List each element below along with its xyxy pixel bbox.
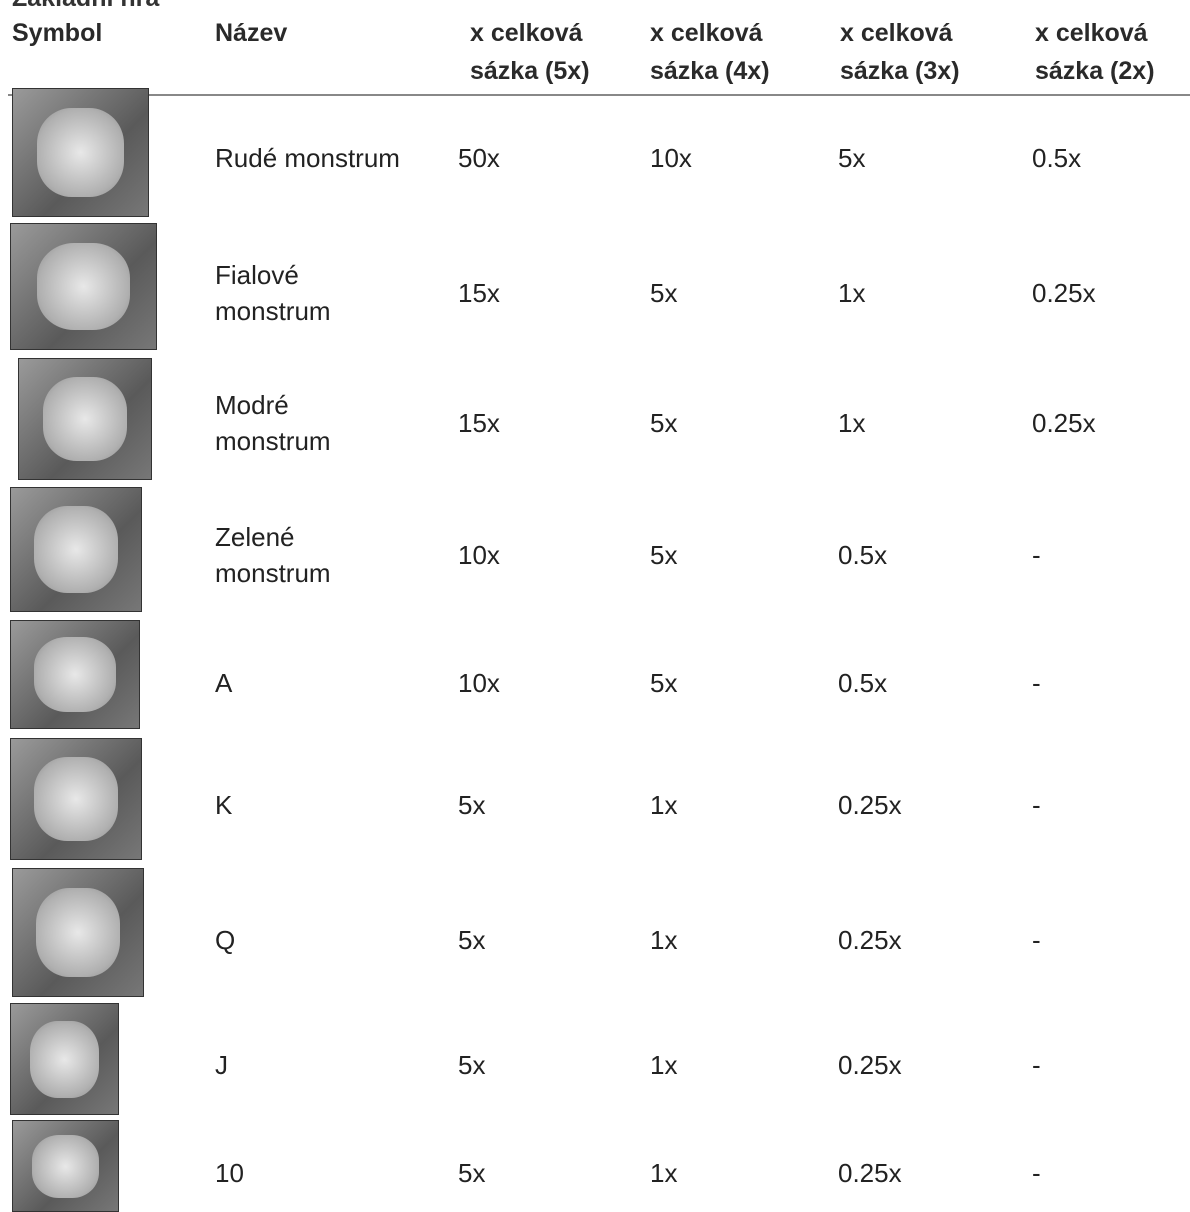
payout-value: 5x bbox=[650, 278, 678, 308]
payout-value: 1x bbox=[838, 408, 866, 438]
symbol-image bbox=[12, 868, 144, 997]
payout-value: - bbox=[1032, 925, 1041, 955]
payout-value: 1x bbox=[838, 278, 866, 308]
symbol-name: Fialové monstrum bbox=[215, 260, 331, 326]
payout-value: 5x bbox=[458, 925, 486, 955]
symbol-image bbox=[10, 620, 140, 729]
payout-value: 5x bbox=[650, 408, 678, 438]
payout-value: 5x bbox=[458, 1158, 486, 1188]
payout-value: 1x bbox=[650, 790, 678, 820]
payout-value: 10x bbox=[650, 143, 692, 173]
payout-value: 15x bbox=[458, 408, 500, 438]
payout-value: - bbox=[1032, 668, 1041, 698]
symbol-name: K bbox=[215, 790, 233, 820]
payout-value: 5x bbox=[458, 1050, 486, 1080]
column-header: Název bbox=[215, 19, 288, 47]
header-rule bbox=[8, 94, 1190, 96]
payout-value: 1x bbox=[650, 925, 678, 955]
payout-value: 10x bbox=[458, 540, 500, 570]
payout-value: 5x bbox=[650, 668, 678, 698]
payout-value: - bbox=[1032, 540, 1041, 570]
symbol-name: J bbox=[215, 1050, 228, 1080]
column-header: x celková sázka (4x) bbox=[650, 19, 770, 85]
payout-value: 0.5x bbox=[838, 668, 888, 698]
payout-value: 0.25x bbox=[1032, 278, 1096, 308]
payout-value: 0.25x bbox=[838, 1158, 902, 1188]
payout-value: 5x bbox=[650, 540, 678, 570]
payout-value: 0.25x bbox=[838, 1050, 902, 1080]
payout-value: 0.5x bbox=[838, 540, 888, 570]
symbol-image bbox=[10, 487, 142, 612]
column-header: x celková sázka (3x) bbox=[840, 19, 960, 85]
payout-value: 10x bbox=[458, 668, 500, 698]
payout-value: 5x bbox=[458, 790, 486, 820]
symbol-name: Rudé monstrum bbox=[215, 143, 400, 173]
symbol-image bbox=[12, 88, 149, 217]
payout-value: 1x bbox=[650, 1050, 678, 1080]
payout-value: 5x bbox=[838, 143, 866, 173]
column-header: Symbol bbox=[12, 19, 103, 47]
payout-value: - bbox=[1032, 1158, 1041, 1188]
symbol-name: Modré monstrum bbox=[215, 390, 331, 456]
symbol-image bbox=[10, 223, 157, 350]
payout-value: - bbox=[1032, 1050, 1041, 1080]
payout-value: 50x bbox=[458, 143, 500, 173]
symbol-image bbox=[18, 358, 152, 480]
symbol-image bbox=[10, 738, 142, 860]
payout-value: 0.25x bbox=[838, 790, 902, 820]
payout-value: 0.5x bbox=[1032, 143, 1082, 173]
symbol-image bbox=[10, 1003, 119, 1115]
symbol-image bbox=[12, 1120, 119, 1212]
section-title: Základní hra bbox=[12, 0, 159, 13]
payout-value: 0.25x bbox=[838, 925, 902, 955]
symbol-name: Q bbox=[215, 925, 236, 955]
column-header: x celková sázka (2x) bbox=[1035, 19, 1155, 85]
symbol-name: Zelené monstrum bbox=[215, 522, 331, 588]
payout-value: 15x bbox=[458, 278, 500, 308]
payout-value: - bbox=[1032, 790, 1041, 820]
symbol-name: 10 bbox=[215, 1158, 244, 1188]
column-header: x celková sázka (5x) bbox=[470, 19, 590, 85]
symbol-name: A bbox=[215, 668, 233, 698]
payout-value: 0.25x bbox=[1032, 408, 1096, 438]
payout-value: 1x bbox=[650, 1158, 678, 1188]
